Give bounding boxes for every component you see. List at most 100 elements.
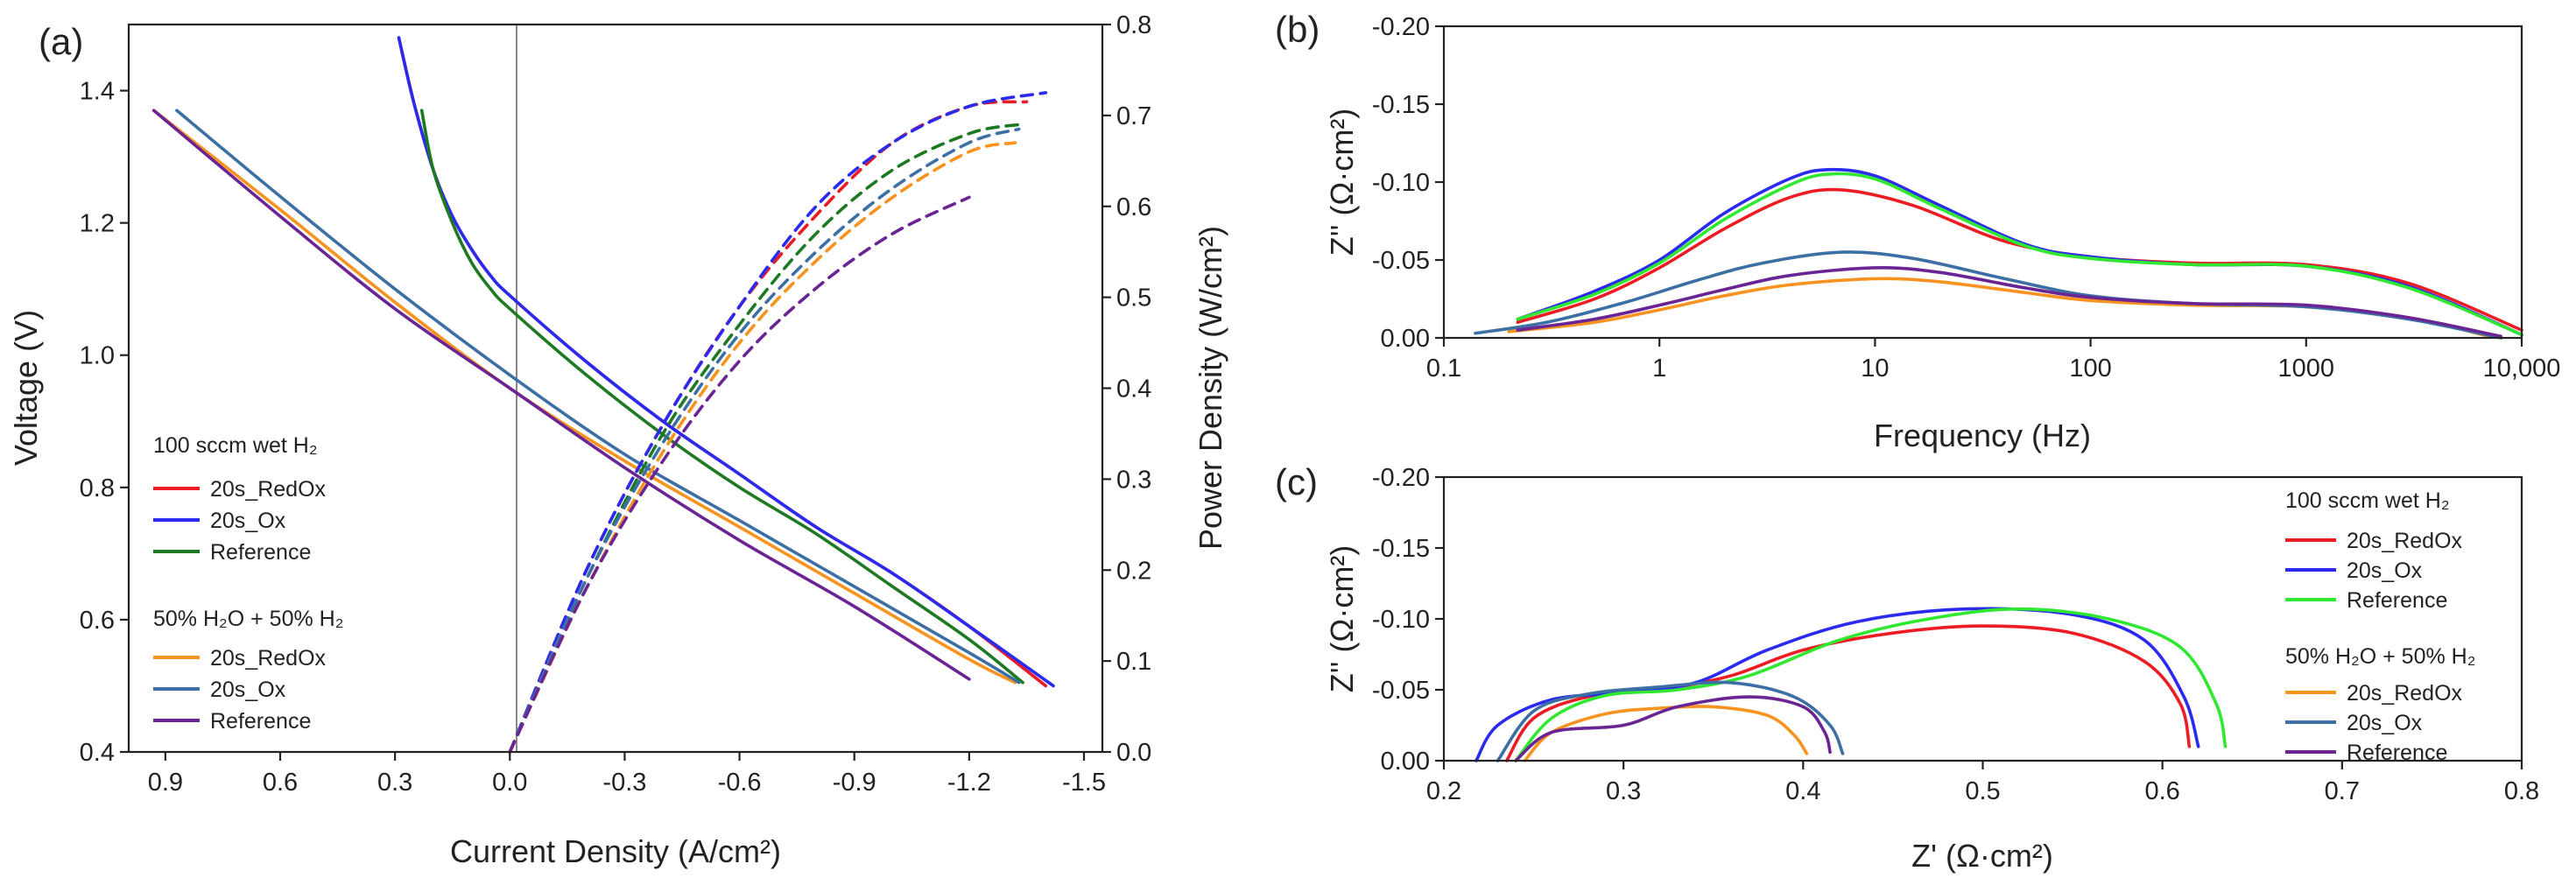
tick-label: -1.2: [947, 769, 991, 797]
legend-label: Reference: [210, 540, 311, 565]
legend: 100 sccm wet H₂ 20s_RedOx 20s_Ox Referen…: [153, 433, 343, 734]
tick-label: -0.15: [1372, 91, 1430, 119]
panel-a: (a) 0.9 0.6 0.3 0.0 -0.3 -0.6 -0.9 -1.2 -1.5 0.4…: [8, 11, 1228, 869]
tick-label: 0.9: [148, 769, 183, 797]
legend-group1-title: 100 sccm wet H₂: [2285, 488, 2450, 513]
legend-label: Reference: [2347, 588, 2447, 613]
series-line-purple-voltage: [154, 110, 969, 679]
tick-label: 0.7: [1116, 102, 1151, 130]
series-line-orange: [1524, 706, 1806, 761]
tick-label: 0.8: [80, 474, 115, 502]
y2-axis-ticks: 0.0 0.1 0.2 0.3 0.4 0.5 0.6 0.7 0.8: [1102, 11, 1151, 767]
tick-label: 0.2: [1116, 557, 1151, 585]
tick-label: 0.4: [1785, 777, 1820, 805]
legend-label: 20s_RedOx: [2347, 681, 2463, 706]
x-axis-ticks: 0.2 0.3 0.4 0.5 0.6 0.7 0.8: [1426, 761, 2539, 805]
tick-label: 10: [1861, 355, 1889, 383]
tick-label: 1: [1652, 355, 1666, 383]
x-axis-title: Z' (Ω·cm²): [1911, 838, 2053, 874]
y2-axis-title: Power Density (W/cm²): [1193, 226, 1228, 550]
y-axis-ticks: 0.00 -0.05 -0.10 -0.15 -0.20: [1372, 464, 1444, 776]
legend: 100 sccm wet H₂ 20s_RedOx 20s_Ox Referen…: [2285, 488, 2475, 765]
legend-label: Reference: [2347, 741, 2447, 765]
tick-label: -0.05: [1372, 677, 1430, 705]
legend-label: 20s_RedOx: [2347, 529, 2463, 553]
series-line-red-voltage: [399, 38, 1046, 685]
panel-c: (c) 0.2 0.3 0.4 0.5 0.6 0.7 0.8 0.00 -0.05 -0.10…: [1275, 461, 2539, 874]
tick-label: -0.05: [1372, 247, 1430, 275]
x-axis-title: Current Density (A/cm²): [450, 833, 781, 869]
tick-label: 0.7: [2325, 777, 2360, 805]
x-axis-ticks: 0.9 0.6 0.3 0.0 -0.3 -0.6 -0.9 -1.2 -1.5: [148, 752, 1106, 797]
series-line-blue: [1517, 170, 2522, 335]
series-line-red-power: [510, 102, 1026, 752]
tick-label: 0.4: [1116, 376, 1151, 404]
series-line-blue-power: [510, 93, 1045, 752]
tick-label: 10,000: [2483, 355, 2561, 383]
tick-label: 0.2: [1426, 777, 1461, 805]
figure: (a) 0.9 0.6 0.3 0.0 -0.3 -0.6 -0.9 -1.2 -1.5 0.4…: [0, 0, 2576, 885]
tick-label: 1.4: [80, 78, 115, 106]
tick-label: 1000: [2278, 355, 2335, 383]
tick-label: 0.3: [1116, 466, 1151, 494]
tick-label: -0.6: [718, 769, 762, 797]
x-axis-ticks: 0.1 1 10 100 1000 10,000: [1426, 338, 2561, 383]
legend-group2-title: 50% H₂O + 50% H₂: [153, 607, 343, 631]
series-line-green-voltage: [422, 110, 1023, 683]
tick-label: -0.20: [1372, 13, 1430, 41]
tick-label: 0.5: [1965, 777, 2000, 805]
tick-label: -0.20: [1372, 464, 1430, 492]
panel-b: (b) 0.1 1 10 100 1000 10,000 0.00 -0.05 -0.10 -0…: [1275, 9, 2560, 453]
tick-label: 0.6: [1116, 193, 1151, 221]
tick-label: 100: [2069, 355, 2111, 383]
y-axis-ticks: 0.4 0.6 0.8 1.0 1.2 1.4: [80, 78, 129, 767]
legend-label: 20s_Ox: [2347, 711, 2423, 735]
legend-label: 20s_RedOx: [210, 477, 327, 502]
tick-label: 0.3: [1606, 777, 1641, 805]
bode-curves: [1475, 170, 2522, 338]
power-density-curves: [510, 93, 1045, 752]
tick-label: 0.1: [1116, 648, 1151, 676]
tick-label: 0.6: [80, 607, 115, 635]
tick-label: -0.10: [1372, 169, 1430, 197]
tick-label: 0.5: [1116, 284, 1151, 313]
tick-label: 0.8: [1116, 11, 1151, 39]
tick-label: 1.0: [80, 342, 115, 370]
panel-a-frame: [129, 25, 1102, 752]
tick-label: 0.00: [1381, 748, 1430, 776]
legend-label: 20s_Ox: [2347, 558, 2423, 583]
tick-label: -0.15: [1372, 535, 1430, 563]
tick-label: 0.0: [1116, 739, 1151, 767]
tick-label: -1.5: [1062, 769, 1106, 797]
series-line-orange-voltage: [154, 110, 1016, 683]
tick-label: 0.6: [2145, 777, 2180, 805]
series-line-steel: [1475, 252, 2501, 338]
tick-label: 0.8: [2504, 777, 2539, 805]
tick-label: 0.4: [80, 739, 115, 767]
legend-label: 20s_RedOx: [210, 646, 327, 671]
legend-label: 20s_Ox: [210, 509, 286, 533]
series-line-purple: [1517, 268, 2501, 336]
panel-a-label: (a): [39, 21, 83, 62]
tick-label: 0.6: [263, 769, 298, 797]
tick-label: 0.0: [492, 769, 527, 797]
tick-label: -0.10: [1372, 606, 1430, 634]
panel-c-label: (c): [1275, 461, 1318, 502]
series-line-purple: [1516, 697, 1830, 761]
voltage-curves: [154, 38, 1053, 685]
tick-label: 0.00: [1381, 325, 1430, 353]
tick-label: 0.1: [1426, 355, 1461, 383]
legend-group2-title: 50% H₂O + 50% H₂: [2285, 644, 2475, 669]
tick-label: 0.3: [377, 769, 412, 797]
y-axis-title: Z'' (Ω·cm²): [1324, 545, 1360, 693]
legend-label: 20s_Ox: [210, 678, 286, 702]
panel-b-label: (b): [1275, 9, 1320, 50]
nyquist-curves: [1476, 608, 2226, 761]
series-line-lime: [1516, 609, 2225, 761]
tick-label: -0.9: [833, 769, 876, 797]
legend-label: Reference: [210, 709, 311, 734]
tick-label: 1.2: [80, 210, 115, 238]
tick-label: -0.3: [602, 769, 646, 797]
y-axis-title: Z'' (Ω·cm²): [1324, 109, 1360, 256]
y-axis-ticks: 0.00 -0.05 -0.10 -0.15 -0.20: [1372, 13, 1444, 353]
